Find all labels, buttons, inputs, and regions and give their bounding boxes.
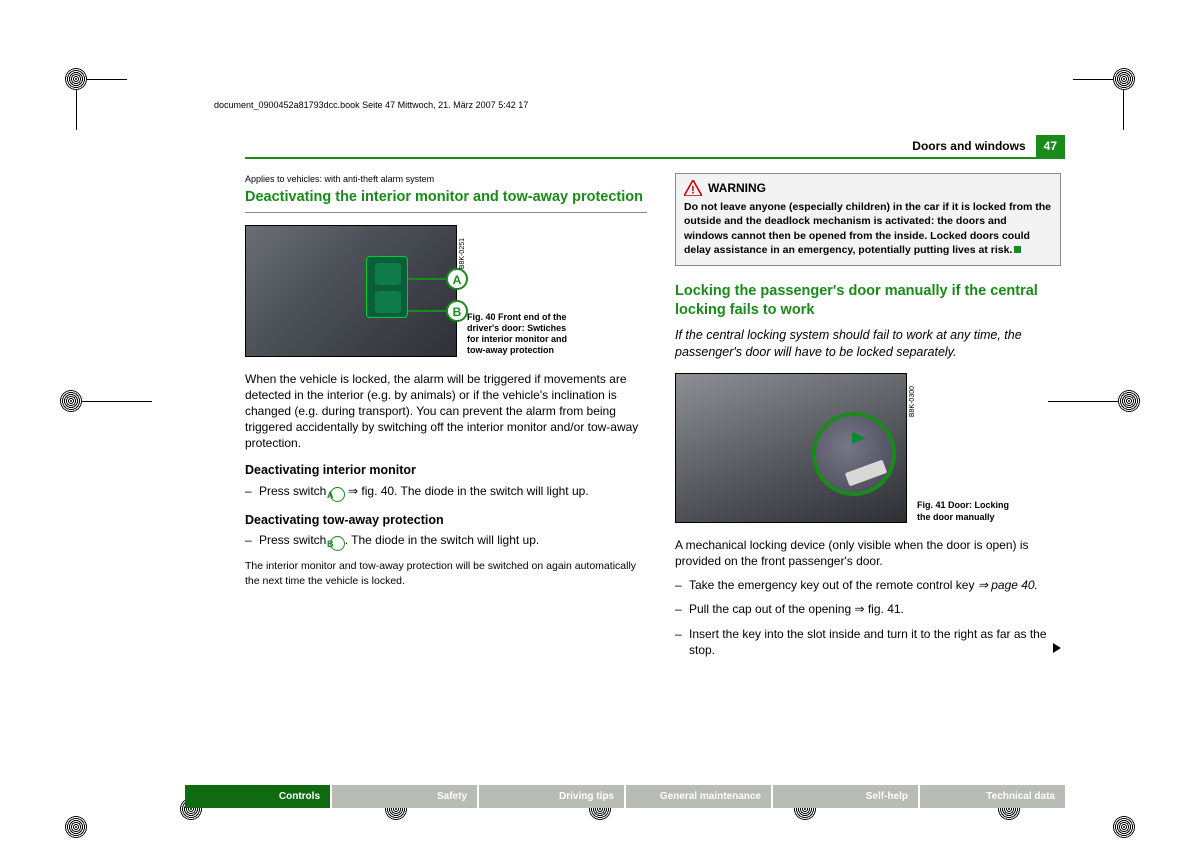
step-text: Pull the cap out of the opening ⇒ fig. 4… bbox=[689, 602, 904, 616]
warning-box: ! WARNING Do not leave anyone (especiall… bbox=[675, 173, 1061, 266]
crop-mark-tl bbox=[65, 68, 125, 128]
running-head: Doors and windows 47 bbox=[912, 135, 1065, 157]
fig41-code: B8K-0300 bbox=[908, 386, 917, 417]
right-column: ! WARNING Do not leave anyone (especiall… bbox=[675, 173, 1061, 666]
svg-text:!: ! bbox=[691, 185, 695, 197]
callout-a-icon: A bbox=[446, 268, 468, 290]
step-emergency-key: –Take the emergency key out of the remot… bbox=[675, 577, 1061, 593]
switch-b-icon: B bbox=[330, 536, 345, 551]
warning-title: WARNING bbox=[708, 180, 766, 196]
crop-target-right bbox=[1080, 390, 1140, 450]
step-text-after: . The diode in the switch will light up. bbox=[345, 533, 540, 547]
header-rule bbox=[245, 157, 1065, 159]
tab-controls[interactable]: Controls bbox=[185, 785, 330, 808]
step-insert-key: –Insert the key into the slot inside and… bbox=[675, 626, 1061, 658]
page-content: Doors and windows 47 Applies to vehicles… bbox=[185, 135, 1065, 775]
tab-self-help[interactable]: Self-help bbox=[773, 785, 918, 808]
warning-triangle-icon: ! bbox=[684, 180, 702, 196]
section-title: Doors and windows bbox=[912, 139, 1035, 153]
figure-41-row: B8K-0300 Fig. 41 Door: Locking the door … bbox=[675, 373, 1061, 523]
tab-general-maintenance[interactable]: General maintenance bbox=[626, 785, 771, 808]
step-pull-cap: –Pull the cap out of the opening ⇒ fig. … bbox=[675, 601, 1061, 617]
step-text: Press switch bbox=[259, 484, 330, 498]
crop-mark-br bbox=[1075, 778, 1135, 838]
heading-manual-lock: Locking the passenger's door manually if… bbox=[675, 282, 1061, 321]
end-square-icon bbox=[1014, 246, 1021, 253]
print-header: document_0900452a81793dcc.book Seite 47 … bbox=[214, 100, 528, 110]
footer-tabs: Controls Safety Driving tips General mai… bbox=[185, 785, 1065, 808]
subhead-tow-away: Deactivating tow-away protection bbox=[245, 512, 647, 529]
tab-safety[interactable]: Safety bbox=[332, 785, 477, 808]
para-mechanical-device: A mechanical locking device (only visibl… bbox=[675, 537, 1061, 569]
step-text: Press switch bbox=[259, 533, 330, 547]
fig40-code: B8K-0251 bbox=[458, 238, 467, 269]
step-text: Take the emergency key out of the remote… bbox=[689, 578, 978, 592]
step-press-a: –Press switch A ⇒ fig. 40. The diode in … bbox=[245, 483, 647, 502]
crop-mark-tr bbox=[1075, 68, 1135, 128]
switch-a-icon: A bbox=[330, 487, 345, 502]
page-ref: ⇒ page 40. bbox=[978, 578, 1038, 592]
step-text-after: ⇒ fig. 40. The diode in the switch will … bbox=[345, 484, 589, 498]
applies-note: Applies to vehicles: with anti-theft ala… bbox=[245, 173, 647, 185]
crop-target-left bbox=[60, 390, 120, 450]
heading-deactivating: Deactivating the interior monitor and to… bbox=[245, 188, 647, 213]
figure-40-row: A B B8K-0251 Fig. 40 Front end of the dr… bbox=[245, 225, 647, 357]
lead-paragraph: If the central locking system should fai… bbox=[675, 327, 1061, 361]
crop-mark-bl bbox=[65, 778, 125, 838]
left-column: Applies to vehicles: with anti-theft ala… bbox=[245, 173, 647, 588]
subhead-interior-monitor: Deactivating interior monitor bbox=[245, 462, 647, 479]
figure-40: A B B8K-0251 bbox=[245, 225, 457, 357]
fig41-caption: Fig. 41 Door: Locking the door manually bbox=[917, 500, 1017, 523]
step-text: Insert the key into the slot inside and … bbox=[689, 627, 1047, 657]
fig40-caption: Fig. 40 Front end of the driver's door: … bbox=[467, 312, 577, 357]
page-number: 47 bbox=[1036, 135, 1065, 157]
tab-driving-tips[interactable]: Driving tips bbox=[479, 785, 624, 808]
continue-arrow-icon bbox=[1051, 642, 1063, 654]
figure-41: B8K-0300 bbox=[675, 373, 907, 523]
auto-reactivate-note: The interior monitor and tow-away protec… bbox=[245, 559, 647, 587]
step-press-b: –Press switch B. The diode in the switch… bbox=[245, 532, 647, 551]
warning-body: Do not leave anyone (especially children… bbox=[684, 200, 1052, 257]
tab-technical-data[interactable]: Technical data bbox=[920, 785, 1065, 808]
callout-b-icon: B bbox=[446, 300, 468, 322]
para-intro: When the vehicle is locked, the alarm wi… bbox=[245, 371, 647, 452]
